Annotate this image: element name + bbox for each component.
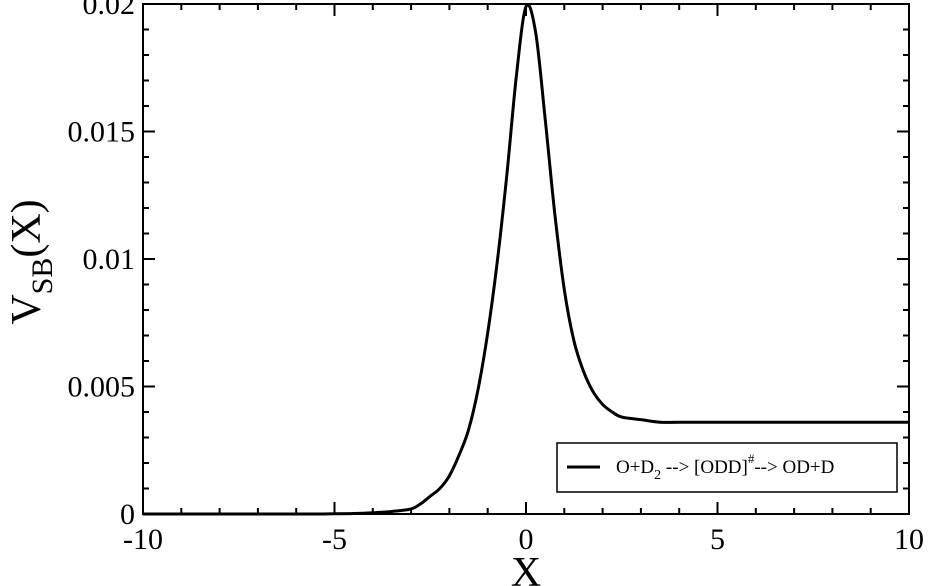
series-line: [142, 3, 909, 516]
ticks: [142, 3, 910, 515]
x-tick-label: 10: [894, 523, 924, 556]
legend-label-sup: #: [748, 451, 755, 466]
legend-label-post: --> OD+D: [754, 457, 834, 478]
tick-labels: -10 -5 0 5 10 0 0.005 0.01 0.015 0.02: [68, 0, 925, 556]
y-tick-label: 0.02: [83, 0, 136, 21]
x-tick-label: 0: [519, 523, 534, 556]
x-tick-label: 5: [710, 523, 725, 556]
plot-frame: [142, 3, 910, 515]
x-axis-title: X: [511, 550, 541, 586]
y-axis-title-tail: (X): [4, 199, 50, 257]
y-tick-label: 0.01: [83, 243, 136, 276]
x-tick-label: -10: [123, 523, 163, 556]
legend-label: O+D2 --> [ODD]#--> OD+D: [616, 451, 834, 483]
y-tick-label: 0.015: [68, 116, 136, 149]
legend: O+D2 --> [ODD]#--> OD+D: [556, 442, 898, 493]
legend-label-mid: --> [ODD]: [661, 457, 748, 478]
y-tick-label: 0: [120, 498, 135, 531]
y-axis-title-main: V: [4, 294, 50, 324]
y-axis-title-sub: SB: [26, 258, 59, 295]
legend-box: [556, 442, 898, 493]
legend-label-sub: 2: [654, 468, 661, 483]
y-axis-title: VSB(X): [4, 199, 59, 324]
legend-label-pre: O+D: [616, 457, 654, 478]
x-tick-label: -5: [322, 523, 347, 556]
y-tick-label: 0.005: [68, 371, 136, 404]
